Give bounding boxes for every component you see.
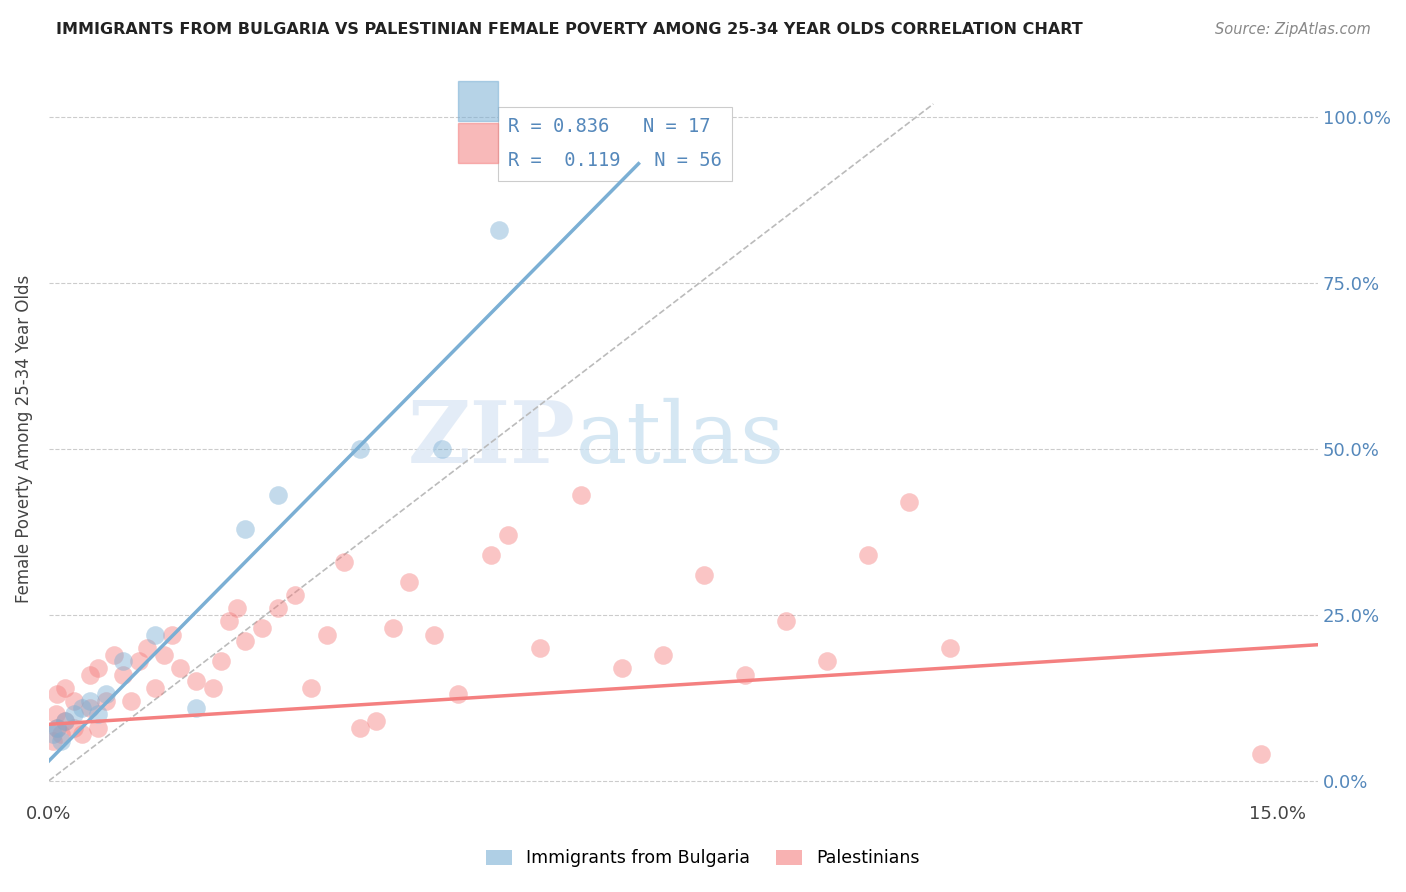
Point [160,628,183,642]
Point [152,648,174,662]
Point [316,628,339,642]
Point [120,694,142,708]
Point [136,640,159,655]
Point [79,667,101,681]
Point [62,707,84,722]
Point [87,661,110,675]
Point [169,661,191,675]
Point [479,548,502,562]
Point [44,707,66,722]
Text: IMMIGRANTS FROM BULGARIA VS PALESTINIAN FEMALE POVERTY AMONG 25-34 YEAR OLDS COR: IMMIGRANTS FROM BULGARIA VS PALESTINIAN … [56,22,1083,37]
Point [897,495,920,509]
Point [46,721,69,735]
Point [42,727,65,741]
Point [938,640,960,655]
Point [349,442,371,456]
Point [652,648,675,662]
Point [46,688,69,702]
Point [218,615,240,629]
Point [284,588,307,602]
Point [53,714,76,728]
Point [87,707,110,722]
Point [209,654,232,668]
Point [299,681,322,695]
Point [734,667,756,681]
Y-axis label: Female Poverty Among 25-34 Year Olds: Female Poverty Among 25-34 Year Olds [15,275,32,603]
Point [70,700,93,714]
Point [186,674,208,689]
Text: R = 0.836   N = 17
R =  0.119   N = 56: R = 0.836 N = 17 R = 0.119 N = 56 [509,117,723,170]
Bar [457,81,498,121]
Point [423,628,446,642]
Point [226,601,249,615]
Text: atlas: atlas [575,398,785,481]
Point [235,522,257,536]
Point [856,548,879,562]
Point [79,700,101,714]
Point [145,628,167,642]
Point [186,700,208,714]
Point [569,488,592,502]
Point [267,601,290,615]
Point [267,488,290,502]
Point [145,681,167,695]
Point [62,721,84,735]
Point [128,654,150,668]
Point [610,661,633,675]
Point [1250,747,1272,761]
Point [529,640,551,655]
Point [51,734,73,748]
Point [349,721,371,735]
Point [51,727,73,741]
Point [46,721,69,735]
Point [250,621,273,635]
Point [62,694,84,708]
Point [111,667,134,681]
Point [447,688,470,702]
Point [96,688,118,702]
Point [96,694,118,708]
Point [488,223,510,237]
Point [42,734,65,748]
Point [366,714,388,728]
Text: ZIP: ZIP [408,397,575,481]
Point [201,681,224,695]
Point [87,721,110,735]
Point [70,727,93,741]
Point [775,615,797,629]
Point [496,528,519,542]
Point [79,694,101,708]
Point [430,442,453,456]
Point [103,648,125,662]
Point [398,574,420,589]
Bar [457,123,498,163]
Point [815,654,838,668]
Point [332,555,354,569]
Point [235,634,257,648]
Point [53,714,76,728]
Text: Source: ZipAtlas.com: Source: ZipAtlas.com [1215,22,1371,37]
Point [381,621,404,635]
Point [693,568,716,582]
Point [111,654,134,668]
Legend: Immigrants from Bulgaria, Palestinians: Immigrants from Bulgaria, Palestinians [479,843,927,874]
Point [53,681,76,695]
